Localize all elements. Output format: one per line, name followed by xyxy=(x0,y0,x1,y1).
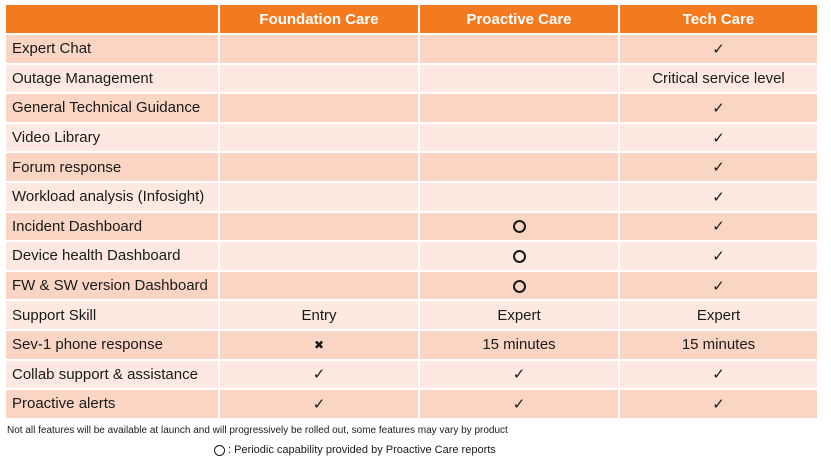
plan-cell: ✓ xyxy=(218,388,420,420)
plan-cell: Entry xyxy=(218,299,420,331)
plan-cell xyxy=(418,33,620,65)
plan-cell: ✓ xyxy=(618,180,819,213)
plan-cell xyxy=(418,92,620,124)
header-feature-blank xyxy=(4,3,220,35)
plan-cell xyxy=(218,180,420,213)
check-icon: ✓ xyxy=(712,99,725,118)
check-icon: ✓ xyxy=(712,246,725,265)
plan-cell: ✓ xyxy=(618,388,819,420)
circle-icon xyxy=(512,279,526,293)
feature-label: Video Library xyxy=(4,121,220,154)
plan-cell xyxy=(218,240,420,272)
table-row: Support Skill Entry Expert Expert xyxy=(4,299,819,331)
table-row: Collab support & assistance ✓ ✓ ✓ xyxy=(4,358,819,391)
plan-cell: ✓ xyxy=(618,151,819,183)
plan-cell xyxy=(218,121,420,154)
plan-cell xyxy=(418,180,620,213)
check-icon: ✓ xyxy=(312,394,326,413)
table-header: Foundation Care Proactive Care Tech Care xyxy=(4,3,819,35)
table-row: Expert Chat ✓ xyxy=(4,33,819,65)
care-comparison-table: Foundation Care Proactive Care Tech Care… xyxy=(4,3,819,420)
check-icon: ✓ xyxy=(312,365,326,384)
plan-cell xyxy=(418,269,620,302)
plan-cell xyxy=(418,151,620,183)
plan-cell xyxy=(218,33,420,65)
circle-icon xyxy=(512,220,526,234)
table-row: General Technical Guidance ✓ xyxy=(4,92,819,124)
feature-label: Device health Dashboard xyxy=(4,240,220,272)
header-proactive-care: Proactive Care xyxy=(418,3,620,35)
plan-cell: ✓ xyxy=(618,121,819,154)
plan-cell xyxy=(418,62,620,95)
feature-label: Support Skill xyxy=(4,299,220,331)
check-icon: ✓ xyxy=(712,39,725,58)
check-icon: ✓ xyxy=(712,158,725,177)
plan-cell: 15 minutes xyxy=(618,328,819,361)
plan-cell: ✓ xyxy=(618,92,819,124)
availability-note: Not all features will be available at la… xyxy=(7,425,508,436)
header-row: Foundation Care Proactive Care Tech Care xyxy=(4,3,819,35)
comparison-table-wrap: Foundation Care Proactive Care Tech Care… xyxy=(4,3,819,420)
plan-cell: Critical service level xyxy=(618,62,819,95)
table-row: Workload analysis (Infosight) ✓ xyxy=(4,180,819,213)
plan-cell: ✓ xyxy=(218,358,420,391)
plan-cell: Expert xyxy=(418,299,620,331)
check-icon: ✓ xyxy=(512,394,526,413)
plan-cell xyxy=(218,269,420,302)
plan-cell xyxy=(418,121,620,154)
feature-label: Forum response xyxy=(4,151,220,183)
feature-label: Incident Dashboard xyxy=(4,210,220,243)
check-icon: ✓ xyxy=(512,365,526,384)
table-row: Forum response ✓ xyxy=(4,151,819,183)
check-icon: ✓ xyxy=(712,128,725,147)
feature-label: General Technical Guidance xyxy=(4,92,220,124)
legend-note: : Periodic capability provided by Proact… xyxy=(214,444,496,456)
circle-icon xyxy=(512,249,526,263)
feature-label: Proactive alerts xyxy=(4,388,220,420)
plan-cell: ✓ xyxy=(618,210,819,243)
check-icon: ✓ xyxy=(712,187,725,206)
feature-label: Outage Management xyxy=(4,62,220,95)
table-row: Sev-1 phone response ✖ 15 minutes 15 minute… xyxy=(4,328,819,361)
feature-label: Collab support & assistance xyxy=(4,358,220,391)
plan-cell: ✓ xyxy=(418,358,620,391)
plan-cell xyxy=(218,210,420,243)
plan-cell: ✖ xyxy=(218,328,420,361)
plan-cell: ✓ xyxy=(618,240,819,272)
plan-cell xyxy=(218,92,420,124)
table-row: Outage Management Critical service level xyxy=(4,62,819,95)
legend-text: : Periodic capability provided by Proact… xyxy=(228,444,496,456)
feature-label: FW & SW version Dashboard xyxy=(4,269,220,302)
plan-cell: Expert xyxy=(618,299,819,331)
plan-cell: ✓ xyxy=(418,388,620,420)
circle-icon xyxy=(214,444,225,456)
table-row: FW & SW version Dashboard ✓ xyxy=(4,269,819,302)
check-icon: ✓ xyxy=(712,394,725,413)
table-row: Device health Dashboard ✓ xyxy=(4,240,819,272)
header-tech-care: Tech Care xyxy=(618,3,819,35)
plan-cell xyxy=(218,151,420,183)
feature-label: Sev-1 phone response xyxy=(4,328,220,361)
table-row: Incident Dashboard ✓ xyxy=(4,210,819,243)
table-row: Video Library ✓ xyxy=(4,121,819,154)
table-body: Expert Chat ✓ Outage Management Critical se… xyxy=(4,33,819,420)
check-icon: ✓ xyxy=(712,365,725,384)
feature-label: Workload analysis (Infosight) xyxy=(4,180,220,213)
plan-cell: ✓ xyxy=(618,269,819,302)
check-icon: ✓ xyxy=(712,276,725,295)
plan-cell: 15 minutes xyxy=(418,328,620,361)
plan-cell: ✓ xyxy=(618,33,819,65)
plan-cell xyxy=(418,240,620,272)
check-icon: ✓ xyxy=(712,217,725,236)
plan-cell xyxy=(218,62,420,95)
table-row: Proactive alerts ✓ ✓ ✓ xyxy=(4,388,819,420)
plan-cell xyxy=(418,210,620,243)
cross-icon: ✖ xyxy=(313,338,325,353)
plan-cell: ✓ xyxy=(618,358,819,391)
header-foundation-care: Foundation Care xyxy=(218,3,420,35)
feature-label: Expert Chat xyxy=(4,33,220,65)
